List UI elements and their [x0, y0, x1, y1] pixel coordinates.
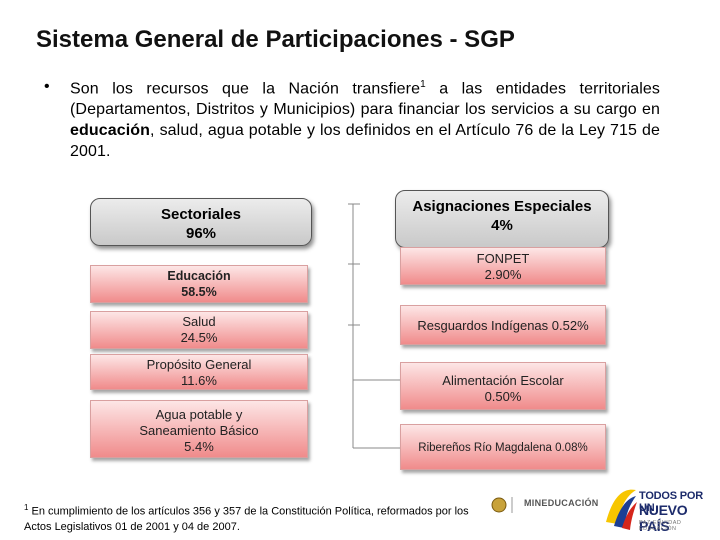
asignaciones-percent: 4% [491, 217, 513, 234]
asig-item-fonpet: FONPET 2.90% [400, 247, 606, 285]
footnote-text: En cumplimiento de los artículos 356 y 3… [24, 505, 469, 533]
sector-item-percent: 11.6% [181, 373, 217, 388]
gov-logo-line3: PAZ EQUIDAD EDUCACIÓN [639, 520, 682, 532]
sector-item-label: Salud [182, 314, 216, 329]
asig-item-label: FONPET [476, 251, 530, 266]
mineducacion-label: MINEDUCACIÓN [524, 498, 599, 508]
sector-item-agua-potable: Agua potable y Saneamiento Básico 5.4% [90, 400, 308, 458]
bullet-text-part3: , salud, agua potable y los definidos en… [70, 122, 660, 161]
bullet-paragraph: Son los recursos que la Nación transfier… [70, 74, 660, 162]
footnote: 1 En cumplimiento de los artículos 356 y… [24, 500, 484, 535]
flag-swoosh-icon [606, 489, 636, 524]
asig-item-percent: 2.90% [484, 267, 522, 282]
bullet-bold-word: educación [70, 122, 151, 140]
sector-item-percent: 24.5% [180, 330, 218, 345]
asig-item-label: Alimentación Escolar [442, 373, 564, 388]
bullet-marker: • [44, 78, 50, 95]
sector-item-percent: 58.5% [181, 285, 217, 299]
slide-title: Sistema General de Participaciones - SGP [36, 26, 515, 53]
sector-item-salud: Salud 24.5% [90, 311, 308, 349]
sectoriales-percent: 96% [185, 225, 217, 242]
sectoriales-header: Sectoriales 96% [90, 198, 312, 246]
gov-logo-line1: TODOS POR UN [639, 490, 704, 514]
sector-item-label-line1: Agua potable y [155, 407, 243, 422]
sectoriales-label: Sectoriales [160, 206, 242, 223]
footnote-ref: 1 [420, 79, 426, 90]
asignaciones-label: Asignaciones Especiales [412, 198, 592, 215]
shield-icon [491, 497, 507, 513]
bullet-text-part1: Son los recursos que la Nación transfier… [70, 80, 421, 98]
sector-item-percent: 5.4% [184, 439, 214, 454]
sector-item-label: Educación [167, 269, 231, 283]
gov-logo-line2: NUEVO PAÍS [639, 502, 688, 534]
sector-item-proposito-general: Propósito General 11.6% [90, 354, 308, 390]
asig-item-text: Ribereños Río Magdalena 0.08% [418, 442, 588, 454]
asignaciones-header: Asignaciones Especiales 4% [395, 190, 609, 248]
sector-item-educacion: Educación 58.5% [90, 265, 308, 303]
footnote-marker: 1 [24, 503, 29, 512]
asig-item-alimentacion: Alimentación Escolar 0.50% [400, 362, 606, 410]
mineducacion-logo [491, 497, 513, 513]
asig-item-resguardos: Resguardos Indígenas 0.52% [400, 305, 606, 345]
gov-logo [606, 489, 637, 530]
asig-item-riberenos: Ribereños Río Magdalena 0.08% [400, 424, 606, 470]
bullet-text-part2: a las entidades territoriales (Departame… [70, 80, 660, 119]
sector-item-label-line2: Saneamiento Básico [139, 423, 259, 438]
asig-item-text: Resguardos Indígenas 0.52% [417, 318, 589, 333]
sector-item-label: Propósito General [146, 357, 252, 372]
asig-item-percent: 0.50% [484, 389, 522, 404]
